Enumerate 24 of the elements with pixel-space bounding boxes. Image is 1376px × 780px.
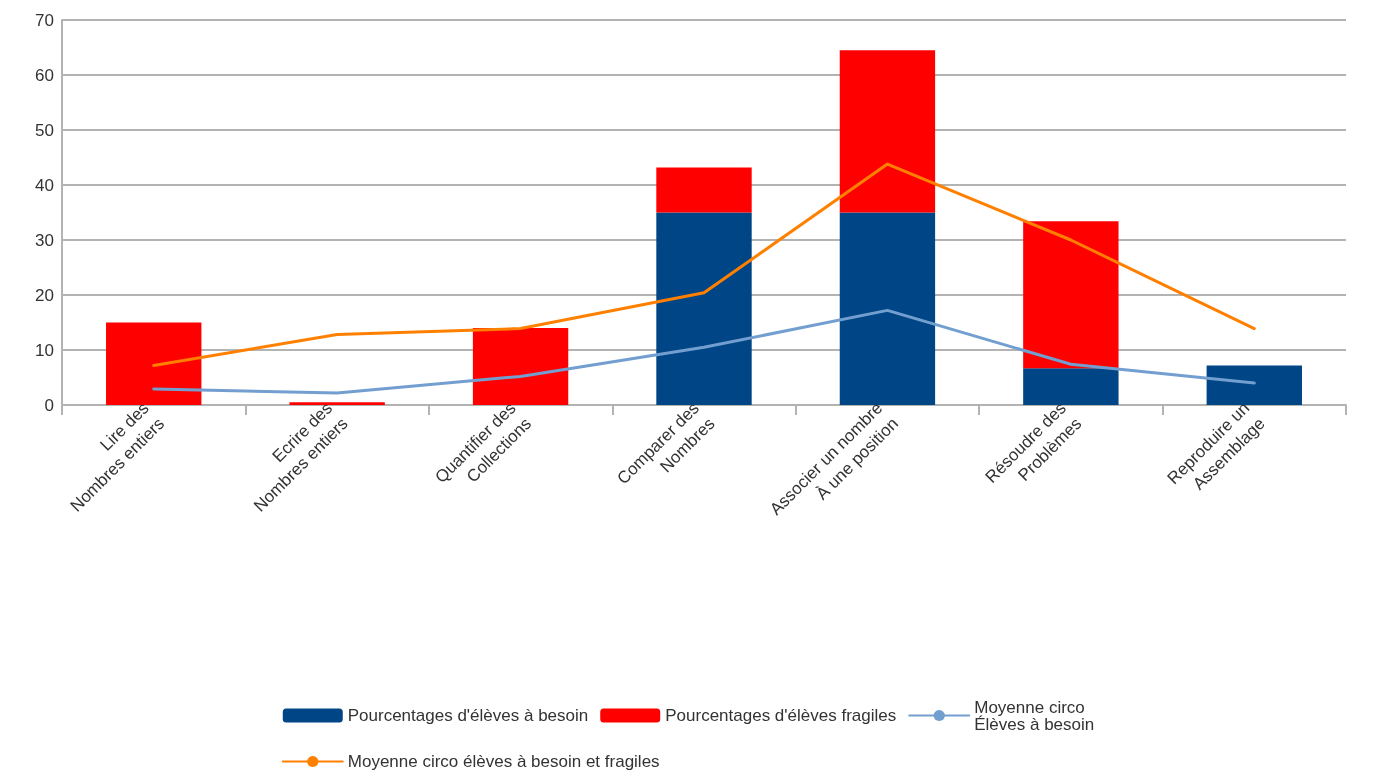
y-tick-label: 50 [35,120,54,140]
bar [1023,221,1119,369]
bar [472,328,569,405]
y-tick-label: 30 [35,230,54,250]
bar [839,212,936,405]
y-tick-label: 40 [35,175,54,195]
y-tick-label: 10 [35,340,54,360]
bar [839,50,936,213]
bar [656,167,752,213]
bar [656,212,752,405]
bar [1206,365,1302,405]
bar [289,402,385,405]
legend-label: Pourcentages d'élèves fragiles [665,706,897,725]
y-tick-label: 20 [35,285,54,305]
legend-label: Pourcentages d'élèves à besoin [347,706,589,725]
legend-label: Moyenne circo élèves à besoin et fragiles [347,752,660,771]
legend-label: Moyenne circo Élèves à besoin [974,697,1095,734]
bar [1023,368,1119,405]
y-tick-label: 70 [35,10,54,30]
y-tick-label: 60 [35,65,54,85]
line-series [152,308,1256,395]
bar [106,322,202,405]
line-series [152,162,1256,367]
y-tick-label: 0 [44,395,54,415]
